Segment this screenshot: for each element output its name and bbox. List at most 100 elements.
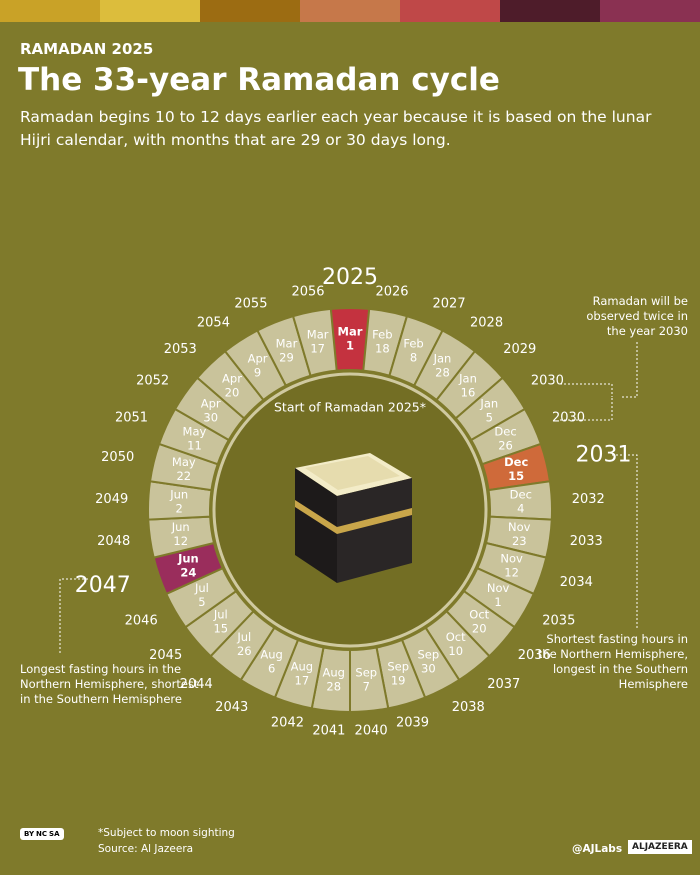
segment-month: Nov	[487, 581, 510, 595]
footnote: *Subject to moon sighting	[98, 827, 235, 839]
segment-month: Apr	[248, 352, 268, 366]
year-label: 2046	[125, 614, 158, 629]
segment-day: 7	[363, 680, 370, 694]
source: Source: Al Jazeera	[98, 843, 194, 855]
segment-month: Mar	[338, 325, 363, 339]
segment-day: 29	[279, 351, 294, 365]
year-label: 2049	[95, 492, 128, 507]
year-label: 2054	[197, 316, 230, 331]
segment-month: Jul	[194, 581, 209, 595]
year-label: 2025	[322, 265, 378, 290]
segment-day: 1	[494, 595, 501, 609]
year-label: 2043	[215, 700, 248, 715]
year-label: 2053	[164, 342, 197, 357]
brand: ALJAZEERA	[628, 840, 692, 854]
segment-month: Jun	[171, 520, 190, 534]
license: BY NC SA	[20, 828, 64, 840]
year-label: 2037	[487, 677, 520, 692]
segment-day: 19	[391, 674, 406, 688]
segment-day: 18	[375, 342, 390, 356]
segment-day: 22	[176, 469, 191, 483]
year-label: 2033	[570, 534, 603, 549]
segment-month: Nov	[500, 551, 523, 565]
segment-month: Feb	[372, 328, 392, 342]
year-label: 2034	[560, 575, 593, 590]
handle: @AJLabs	[572, 843, 623, 855]
segment-day: 12	[173, 534, 188, 548]
segment-month: Jan	[458, 372, 477, 386]
segment-month: Mar	[276, 337, 298, 351]
license-item: NC	[36, 830, 48, 838]
subtitle: Ramadan begins 10 to 12 days earlier eac…	[20, 108, 652, 149]
segment-month: Aug	[291, 660, 313, 674]
segment-day: 26	[498, 438, 513, 452]
year-label: 2047	[75, 573, 131, 598]
segment-day: 17	[295, 674, 310, 688]
segment-month: Sep	[418, 647, 440, 661]
segment-month: Jul	[236, 630, 251, 644]
segment-day: 6	[268, 661, 275, 675]
year-label: 2051	[115, 410, 148, 425]
leader-lines	[59, 342, 638, 655]
segment-month: Jun	[177, 551, 199, 565]
annotation-twice: Ramadan will be observed twice in the ye…	[586, 294, 688, 338]
year-label: 2042	[271, 716, 304, 731]
segment-month: Dec	[494, 424, 516, 438]
segment-day: 24	[180, 565, 196, 579]
year-label: 2026	[375, 285, 408, 300]
color-stripe	[0, 0, 700, 22]
segment-day: 23	[512, 534, 527, 548]
segment-month: Dec	[504, 455, 528, 469]
year-label: 2031	[575, 442, 631, 467]
year-label: 2040	[355, 723, 388, 738]
year-label: 2039	[396, 716, 429, 731]
year-label: 2030	[531, 374, 564, 389]
year-label: 2028	[470, 316, 503, 331]
segment-day: 15	[508, 469, 524, 483]
segment-day: 17	[310, 342, 325, 356]
center-label: Start of Ramadan 2025*	[274, 400, 426, 415]
license-item: BY	[24, 830, 35, 838]
kaaba	[295, 453, 412, 583]
year-label: 2050	[101, 450, 134, 465]
segment-month: Mar	[307, 328, 329, 342]
segment-month: May	[172, 455, 196, 469]
segment-day: 5	[198, 595, 205, 609]
segment-month: Jun	[169, 487, 188, 501]
segment-day: 12	[504, 565, 519, 579]
segment-day: 20	[225, 386, 240, 400]
segment-month: Oct	[446, 630, 466, 644]
segment-day: 5	[486, 410, 493, 424]
segment-month: Dec	[510, 487, 532, 501]
year-label: 2036	[518, 648, 551, 663]
segment-month: May	[183, 424, 207, 438]
year-label: 2038	[452, 700, 485, 715]
segment-day: 8	[410, 351, 417, 365]
year-label: 2056	[291, 285, 324, 300]
year-label: 2048	[97, 534, 130, 549]
segment-month: Aug	[260, 647, 282, 661]
segment-day: 11	[187, 438, 202, 452]
year-label: 2055	[234, 296, 267, 311]
segment-day: 2	[176, 501, 183, 515]
segment-day: 30	[421, 661, 436, 675]
year-label: 2027	[433, 296, 466, 311]
year-label: 2052	[136, 374, 169, 389]
segment-day: 30	[203, 410, 218, 424]
segment-day: 28	[435, 366, 450, 380]
year-label: 2032	[572, 492, 605, 507]
year-label: 2041	[312, 723, 345, 738]
annotation-shortest: Shortest fasting hours in the Northern H…	[537, 632, 688, 691]
segment-day: 4	[517, 501, 524, 515]
segment-month: Oct	[469, 607, 489, 621]
kicker: RAMADAN 2025	[20, 40, 154, 58]
segment-day: 10	[448, 644, 463, 658]
year-label: 2030	[552, 410, 585, 425]
segment	[291, 307, 338, 377]
annotation-longest: Longest fasting hours in the Northern He…	[20, 662, 199, 706]
segment-day: 26	[237, 644, 252, 658]
segment-day: 20	[472, 621, 487, 635]
year-label: 2045	[149, 648, 182, 663]
segment-day: 9	[254, 366, 261, 380]
